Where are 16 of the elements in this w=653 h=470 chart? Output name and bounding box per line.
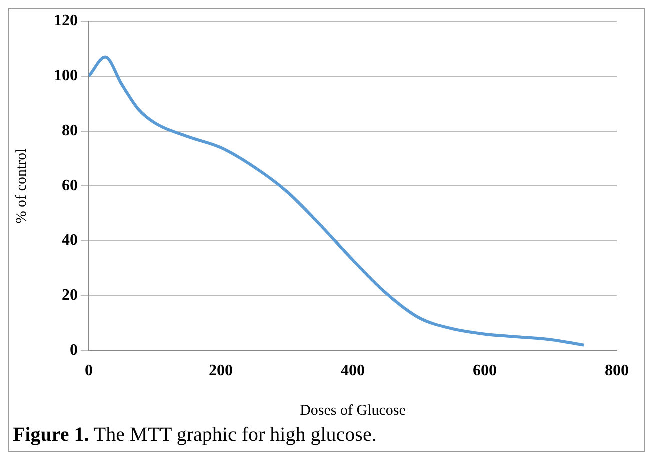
y-tick-label: 0 (70, 342, 78, 359)
y-tick-label: 60 (62, 177, 78, 194)
x-tick-label: 600 (473, 362, 497, 380)
y-axis-title: % of control (14, 148, 30, 224)
caption: Figure 1. The MTT graphic for high glucose. (13, 424, 377, 446)
x-tick-label: 800 (605, 362, 629, 380)
y-tick-label: 120 (54, 12, 78, 30)
y-tick-label: 20 (62, 287, 78, 304)
x-tick-label: 400 (341, 362, 365, 380)
y-tick-label: 100 (54, 68, 78, 85)
x-axis-title: Doses of Glucose (300, 402, 406, 419)
line-series (89, 56, 586, 347)
x-tick-label: 200 (209, 362, 233, 380)
y-tick-label: 40 (62, 232, 78, 250)
x-tick-label: 0 (85, 362, 93, 380)
y-tick-label: 80 (62, 122, 78, 140)
